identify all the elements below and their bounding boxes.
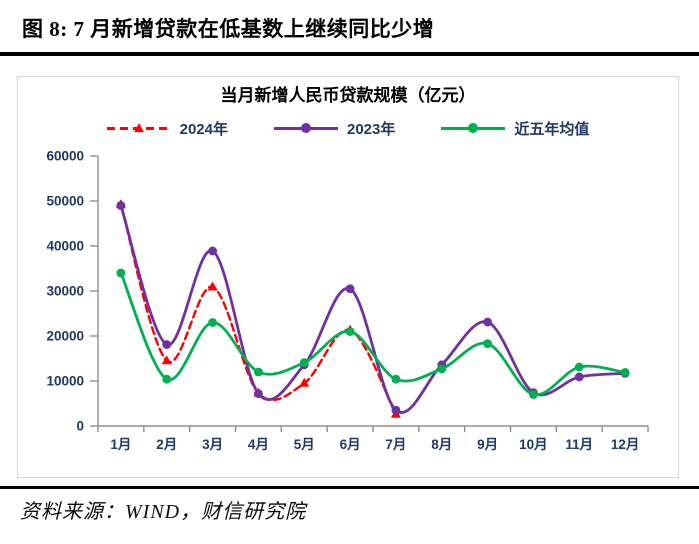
legend-item-2023: 2023年 bbox=[273, 118, 396, 139]
data-point-circle bbox=[620, 368, 630, 377]
data-point-circle bbox=[437, 364, 447, 374]
loan-chart-plot: 0 10000 20000 30000 40000 50000 60000 1月 2月 3月 4月 5… bbox=[46, 149, 649, 452]
legend-item-2024: 2024年 bbox=[106, 118, 228, 139]
y-tick-label: 0 bbox=[76, 419, 84, 434]
x-tick-label: 3月 bbox=[202, 437, 223, 452]
y-tick-label: 30000 bbox=[46, 284, 84, 299]
source-line: 资料来源：WIND，财信研究院 bbox=[20, 501, 307, 523]
legend-label-5yr-avg: 近五年均值 bbox=[514, 120, 590, 138]
data-point-triangle bbox=[299, 377, 310, 387]
y-tick-label: 10000 bbox=[46, 374, 84, 389]
data-point-circle bbox=[254, 389, 263, 398]
x-tick-label: 7月 bbox=[385, 437, 406, 452]
x-tick-label: 9月 bbox=[477, 437, 498, 452]
bottom-divider bbox=[0, 486, 699, 489]
data-point-circle bbox=[391, 374, 401, 384]
triangle-marker-icon bbox=[133, 123, 144, 133]
x-tick-label: 4月 bbox=[248, 437, 269, 452]
data-point-circle bbox=[574, 362, 584, 372]
data-point-circle bbox=[529, 390, 538, 399]
series-近五年均值 bbox=[116, 268, 630, 399]
top-divider bbox=[0, 52, 699, 56]
page-title: 图 8: 7 月新增贷款在低基数上继续同比少增 bbox=[22, 17, 435, 41]
x-tick-label: 12月 bbox=[611, 437, 640, 452]
x-tick-label: 1月 bbox=[110, 437, 131, 452]
x-tick-label: 2月 bbox=[156, 437, 177, 452]
x-tick-label: 10月 bbox=[519, 437, 548, 452]
series-2023年 bbox=[116, 201, 630, 415]
series-line bbox=[119, 203, 398, 416]
data-point-circle bbox=[162, 340, 172, 349]
x-tick-label: 11月 bbox=[565, 437, 593, 452]
data-point-triangle bbox=[207, 281, 218, 291]
data-point-circle bbox=[254, 367, 263, 377]
data-point-circle bbox=[208, 318, 217, 327]
series-line bbox=[119, 271, 627, 396]
data-point-circle bbox=[391, 405, 401, 415]
legend-label-2023: 2023年 bbox=[346, 120, 396, 138]
y-tick-label: 20000 bbox=[46, 329, 84, 344]
x-tick-label: 5月 bbox=[294, 437, 315, 452]
data-point-circle bbox=[483, 339, 492, 349]
x-tick-label: 8月 bbox=[431, 437, 452, 452]
data-point-circle bbox=[116, 268, 126, 278]
circle-marker-icon bbox=[300, 123, 311, 133]
series-line bbox=[119, 204, 627, 414]
data-point-circle bbox=[116, 201, 126, 210]
y-tick-label: 60000 bbox=[46, 149, 84, 164]
legend-line-2023-icon bbox=[273, 123, 338, 133]
data-point-circle bbox=[299, 358, 309, 367]
chart-title: 当月新增人民币贷款规模（亿元） bbox=[220, 86, 476, 105]
data-point-circle bbox=[483, 317, 492, 327]
circle-marker-icon bbox=[468, 123, 479, 133]
x-tick-label: 6月 bbox=[340, 437, 361, 452]
legend-item-5yr-avg: 近五年均值 bbox=[441, 118, 589, 139]
data-point-triangle bbox=[161, 355, 172, 365]
data-point-circle bbox=[345, 327, 355, 336]
series-2024年 bbox=[115, 199, 401, 418]
data-point-circle bbox=[345, 284, 355, 294]
legend-line-avg-icon bbox=[441, 123, 506, 133]
y-tick-label: 40000 bbox=[46, 239, 84, 254]
chart-box: 当月新增人民币贷款规模（亿元） 2024年 2023年 近五年均值 0 10000… bbox=[17, 76, 679, 478]
chart-legend: 2024年 2023年 近五年均值 bbox=[18, 117, 678, 139]
data-point-circle bbox=[208, 246, 217, 256]
legend-line-2024-icon bbox=[106, 123, 171, 133]
y-tick-label: 50000 bbox=[46, 194, 84, 209]
data-point-circle bbox=[574, 372, 584, 382]
data-point-circle bbox=[162, 374, 172, 384]
legend-label-2024: 2024年 bbox=[179, 120, 228, 138]
